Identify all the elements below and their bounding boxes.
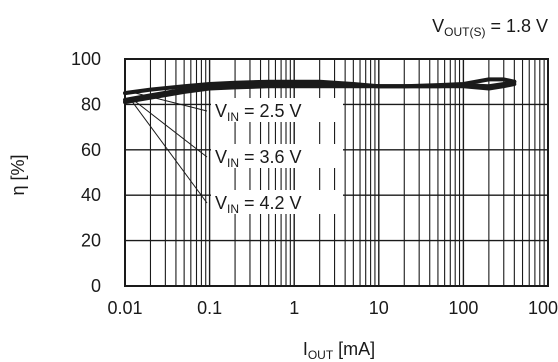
- x-tick-label: 0.01: [107, 298, 142, 318]
- leader-line: [131, 91, 208, 112]
- x-label-main: I: [303, 339, 308, 359]
- series-line-3: [123, 82, 517, 105]
- y-tick-label: 20: [81, 231, 101, 251]
- condition-rest: = 1.8 V: [485, 16, 548, 36]
- x-axis-label: IOUT [mA]: [303, 339, 375, 362]
- y-axis-label: η [%]: [8, 154, 28, 195]
- annotation-bg: [211, 190, 343, 214]
- annotation-bg: [211, 144, 343, 168]
- plot-frame: [124, 58, 549, 287]
- series-label: VIN = 3.6 V: [215, 147, 302, 170]
- condition-label: VOUT(S) = 1.8 V: [432, 16, 548, 39]
- series-annotations: VIN = 2.5 V VIN = 3.6 V VIN = 4.2 V: [131, 91, 343, 216]
- x-tick-label: 100: [448, 298, 478, 318]
- y-tick-label: 80: [81, 94, 101, 114]
- x-label-rest: [mA]: [333, 339, 375, 359]
- annotation-bg: [211, 98, 343, 122]
- y-tick-label: 40: [81, 185, 101, 205]
- x-tick-label: 1: [289, 298, 299, 318]
- condition-sub: OUT(S): [444, 25, 485, 39]
- y-tick-label: 60: [81, 140, 101, 160]
- series-label: VIN = 2.5 V: [215, 101, 302, 124]
- series-lines: [123, 77, 517, 105]
- x-tick-label: 0.1: [197, 298, 222, 318]
- series-label: VIN = 4.2 V: [215, 193, 302, 216]
- leader-line: [131, 100, 208, 204]
- x-label-sub: OUT: [308, 348, 334, 362]
- y-tick-label: 0: [91, 276, 101, 296]
- condition-main: V: [432, 16, 444, 36]
- x-tick-label: 10: [369, 298, 389, 318]
- leader-line: [131, 98, 208, 158]
- y-tick-label: 100: [71, 49, 101, 69]
